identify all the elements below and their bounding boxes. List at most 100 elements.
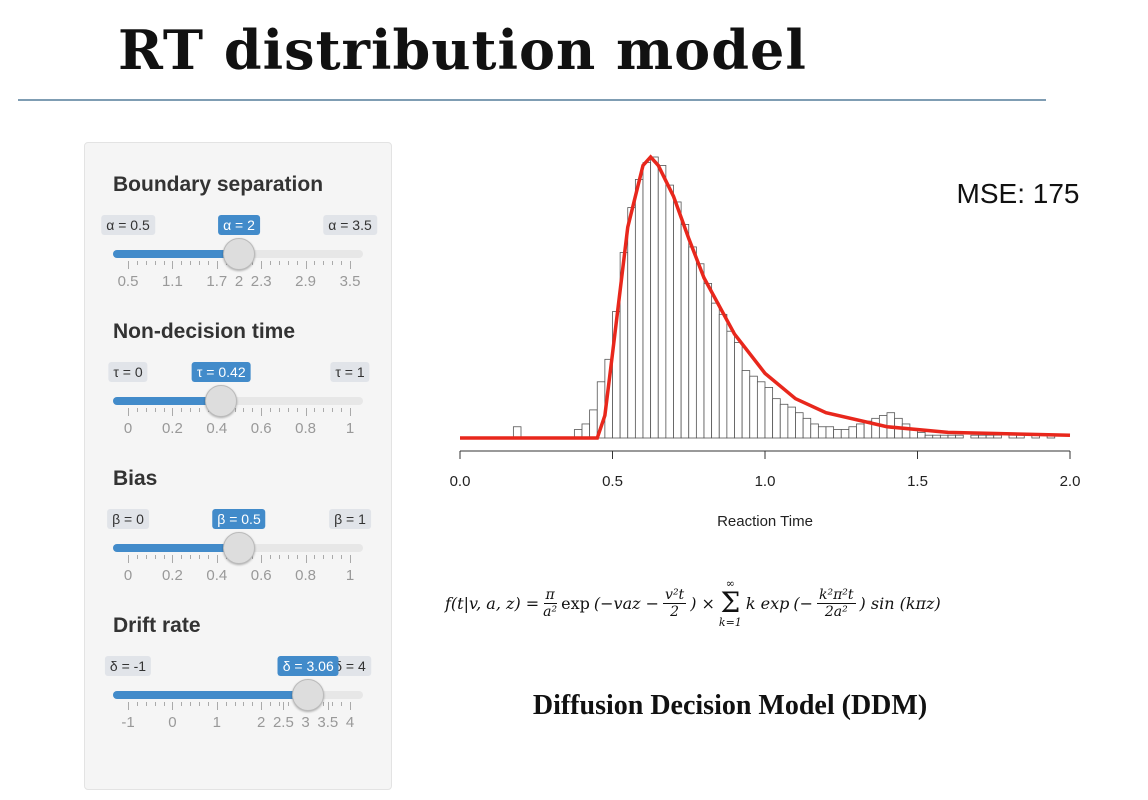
histogram-bar xyxy=(779,403,789,439)
histogram-bar xyxy=(634,179,644,439)
slider-value-badge: α = 2 xyxy=(218,215,260,235)
histogram-bar xyxy=(650,156,659,439)
histogram-bar xyxy=(680,224,690,439)
slider-tick-label: 1 xyxy=(345,420,355,437)
histogram-bar xyxy=(764,387,774,439)
histogram-bar xyxy=(673,201,682,439)
minor-tick xyxy=(163,408,165,412)
paren: (− xyxy=(793,593,813,613)
histogram-bar xyxy=(711,302,720,439)
slider-tick xyxy=(305,408,307,416)
histogram-bar xyxy=(734,342,743,439)
histogram-bar xyxy=(749,375,758,439)
minor-tick xyxy=(243,702,245,706)
x-tick-label: 2.0 xyxy=(1060,473,1081,490)
minor-tick xyxy=(278,408,280,412)
slider-tick-label: 2 xyxy=(234,273,244,290)
slider-tick xyxy=(128,555,129,563)
minor-tick xyxy=(252,261,254,265)
slider-tick xyxy=(350,555,351,563)
histogram-bar xyxy=(703,283,713,439)
minor-tick xyxy=(199,555,201,559)
fraction: k²π²t 2a² xyxy=(816,586,856,620)
slider-handle[interactable] xyxy=(292,679,325,711)
minor-tick xyxy=(278,261,280,265)
minor-tick xyxy=(154,261,156,265)
slider-tick xyxy=(216,555,218,563)
sum-bottom: k=1 xyxy=(718,616,742,629)
slider-tick xyxy=(261,408,263,416)
minor-tick xyxy=(145,261,147,265)
slider-value-badge: τ = 0.42 xyxy=(191,362,251,382)
exp: exp xyxy=(561,593,590,613)
slider-tick xyxy=(305,261,307,269)
denominator: 2a² xyxy=(824,603,848,620)
slider-max-badge: δ = 4 xyxy=(329,656,371,676)
histogram-bar xyxy=(856,423,865,439)
x-tick-label: 1.5 xyxy=(907,473,928,490)
slider-fill xyxy=(113,397,222,405)
minor-tick xyxy=(154,702,156,706)
minor-tick xyxy=(323,555,325,559)
histogram-bar xyxy=(924,434,934,439)
slider-tick-label: 0.2 xyxy=(161,420,183,437)
paren: ) × xyxy=(690,593,715,613)
slider-handle[interactable] xyxy=(205,385,238,417)
minor-tick xyxy=(341,261,343,265)
slider-fill xyxy=(113,250,239,258)
slider-tick xyxy=(350,261,351,269)
minor-tick xyxy=(296,408,298,412)
slider-tick-label: 2.3 xyxy=(250,273,272,290)
histogram-bar xyxy=(993,434,1002,439)
slider-tick xyxy=(172,408,174,416)
histogram-bar xyxy=(901,423,911,439)
slider-tick xyxy=(261,555,263,563)
histogram-bar xyxy=(741,370,751,439)
histogram-bar xyxy=(985,434,995,439)
slider-tick xyxy=(172,702,174,710)
minor-tick xyxy=(341,702,343,706)
slider-tick-label: 3 xyxy=(301,714,310,731)
slider-max-badge: β = 1 xyxy=(329,509,371,529)
slider-tick-label: 0.5 xyxy=(117,273,139,290)
histogram-bar xyxy=(848,426,857,439)
histogram-bar xyxy=(642,162,652,439)
minor-tick xyxy=(136,702,138,706)
minor-tick xyxy=(287,702,289,706)
minor-tick xyxy=(270,408,272,412)
histogram-bar xyxy=(810,423,819,439)
slider-handle[interactable] xyxy=(223,532,255,564)
slider-handle[interactable] xyxy=(223,238,255,270)
paren: (−vaz − xyxy=(593,593,660,613)
histogram-bar xyxy=(581,423,591,439)
minor-tick xyxy=(341,408,343,412)
minor-tick xyxy=(287,555,289,559)
histogram-bar xyxy=(947,434,957,439)
slider-tick-label: 1.7 xyxy=(206,273,228,290)
slider-tick xyxy=(327,702,329,710)
minor-tick xyxy=(270,555,272,559)
slider-tick-label: 0.4 xyxy=(206,420,228,437)
slider-tick-label: 3.5 xyxy=(317,714,339,731)
formula-lhs: f(t|v, a, z) = xyxy=(445,593,540,613)
histogram-bar xyxy=(817,426,827,439)
slider-tick xyxy=(216,261,218,269)
sum-top: ∞ xyxy=(725,577,735,590)
histogram-bar xyxy=(955,434,964,439)
x-tick-label: 0.5 xyxy=(602,473,623,490)
histogram-bar xyxy=(787,406,796,439)
minor-tick xyxy=(181,408,183,412)
slider-tick xyxy=(350,702,351,710)
slider-tick-label: 2.5 xyxy=(272,714,294,731)
slider-tick-label: 0.8 xyxy=(295,420,317,437)
minor-tick xyxy=(323,702,325,706)
slider-track[interactable] xyxy=(113,397,363,405)
minor-tick xyxy=(332,555,334,559)
slider-panel: Boundary separation α = 0.5 α = 3.5 α = 2 0.… xyxy=(84,142,392,790)
numerator: π xyxy=(543,586,557,604)
numerator: k²π²t xyxy=(816,586,856,604)
histogram-bar xyxy=(726,330,735,439)
slider-tick-label: 1 xyxy=(345,567,355,584)
histogram-bar xyxy=(589,409,598,439)
